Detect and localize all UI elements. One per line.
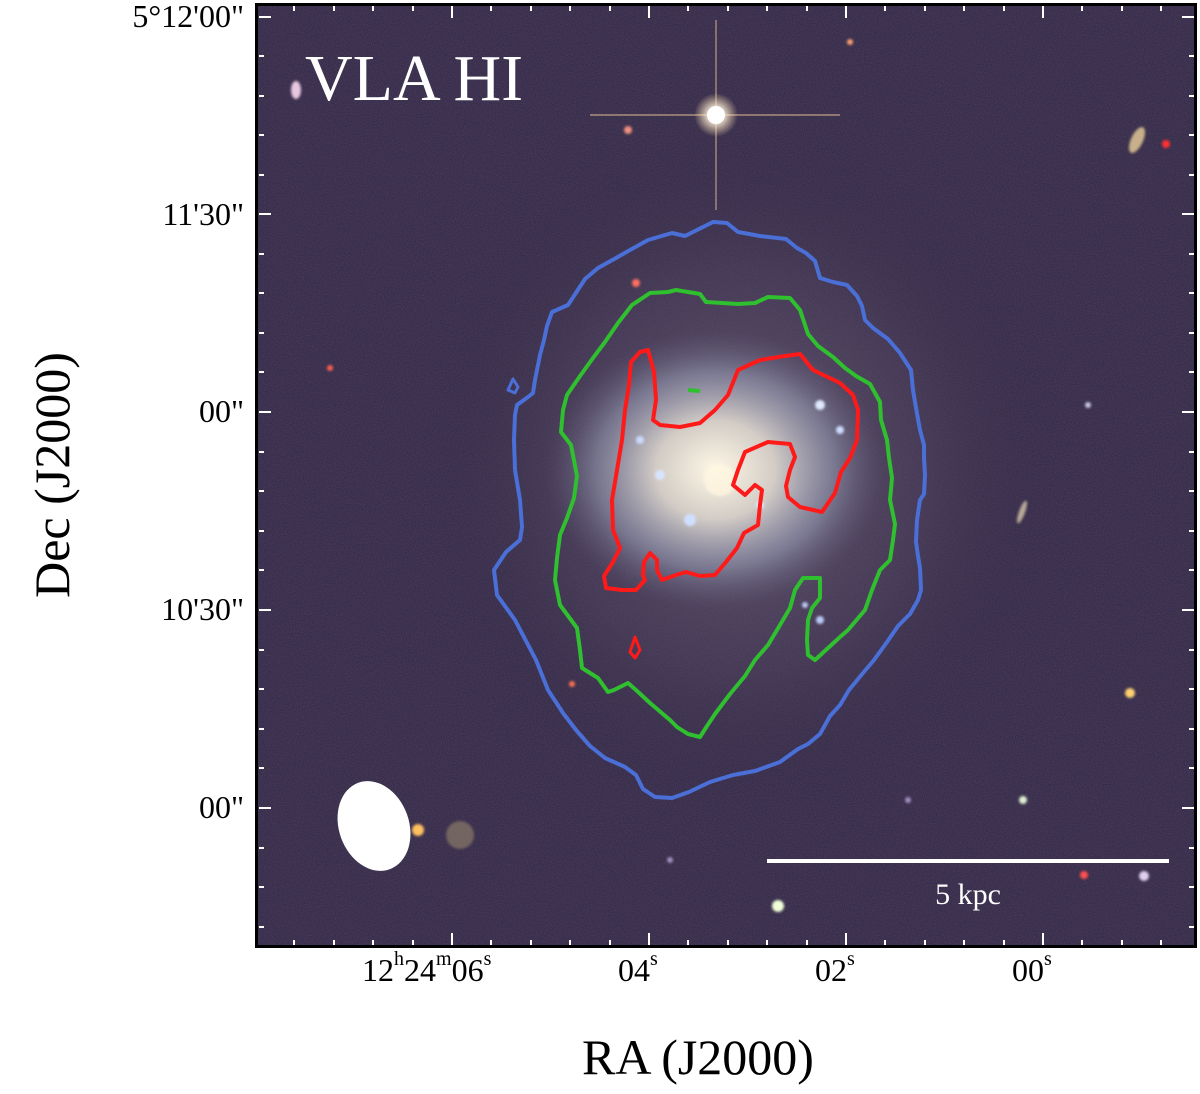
- panel-title: VLA HI: [305, 42, 523, 115]
- y-tick-label: 00": [198, 789, 244, 825]
- foreground-star: [590, 20, 840, 210]
- x-tick-label: 04s: [618, 948, 658, 989]
- scale-bar-label: 5 kpc: [935, 878, 1001, 911]
- contours: [492, 220, 927, 800]
- x-tick-hours: 12: [362, 952, 394, 988]
- x-tick-seconds: 02: [815, 952, 847, 988]
- plot-frame: [255, 3, 1197, 948]
- y-axis-label: Dec (J2000): [24, 352, 80, 598]
- x-tick-label: 00s: [1012, 948, 1052, 989]
- contour-mid-islet: [687, 388, 701, 393]
- y-tick-label: 00": [198, 393, 244, 429]
- x-tick-seconds: 00: [1012, 952, 1044, 988]
- contour-mid: [553, 288, 897, 739]
- y-tick-label: 5°12'00": [132, 0, 244, 34]
- contour-high: [602, 348, 860, 592]
- x-axis-label: RA (J2000): [582, 1029, 814, 1085]
- x-tick-seconds: 06: [451, 952, 484, 988]
- y-tick-label: 10'30": [161, 591, 244, 627]
- contour-low-islet: [506, 377, 520, 395]
- unit-s: s: [1044, 948, 1052, 970]
- unit-h: h: [394, 948, 404, 970]
- star-forming-knots: [636, 400, 844, 624]
- unit-s: s: [650, 948, 658, 970]
- beam-ellipse: [337, 781, 411, 871]
- x-tick-seconds: 04: [618, 952, 650, 988]
- background-sources: [291, 39, 1170, 912]
- x-tick-label: 02s: [815, 948, 855, 989]
- axis-ticks: [259, 6, 1194, 945]
- y-tick-label: 11'30": [162, 196, 244, 232]
- unit-m: m: [436, 948, 452, 970]
- contour-high-islet: [628, 635, 642, 660]
- x-tick-minutes: 24: [404, 952, 436, 988]
- contour-low: [492, 220, 927, 800]
- image-panel: 5 kpc VLA HI: [255, 3, 1197, 948]
- unit-s: s: [483, 948, 492, 970]
- unit-s: s: [847, 948, 855, 970]
- x-tick-label: 12h24m06s: [362, 948, 491, 989]
